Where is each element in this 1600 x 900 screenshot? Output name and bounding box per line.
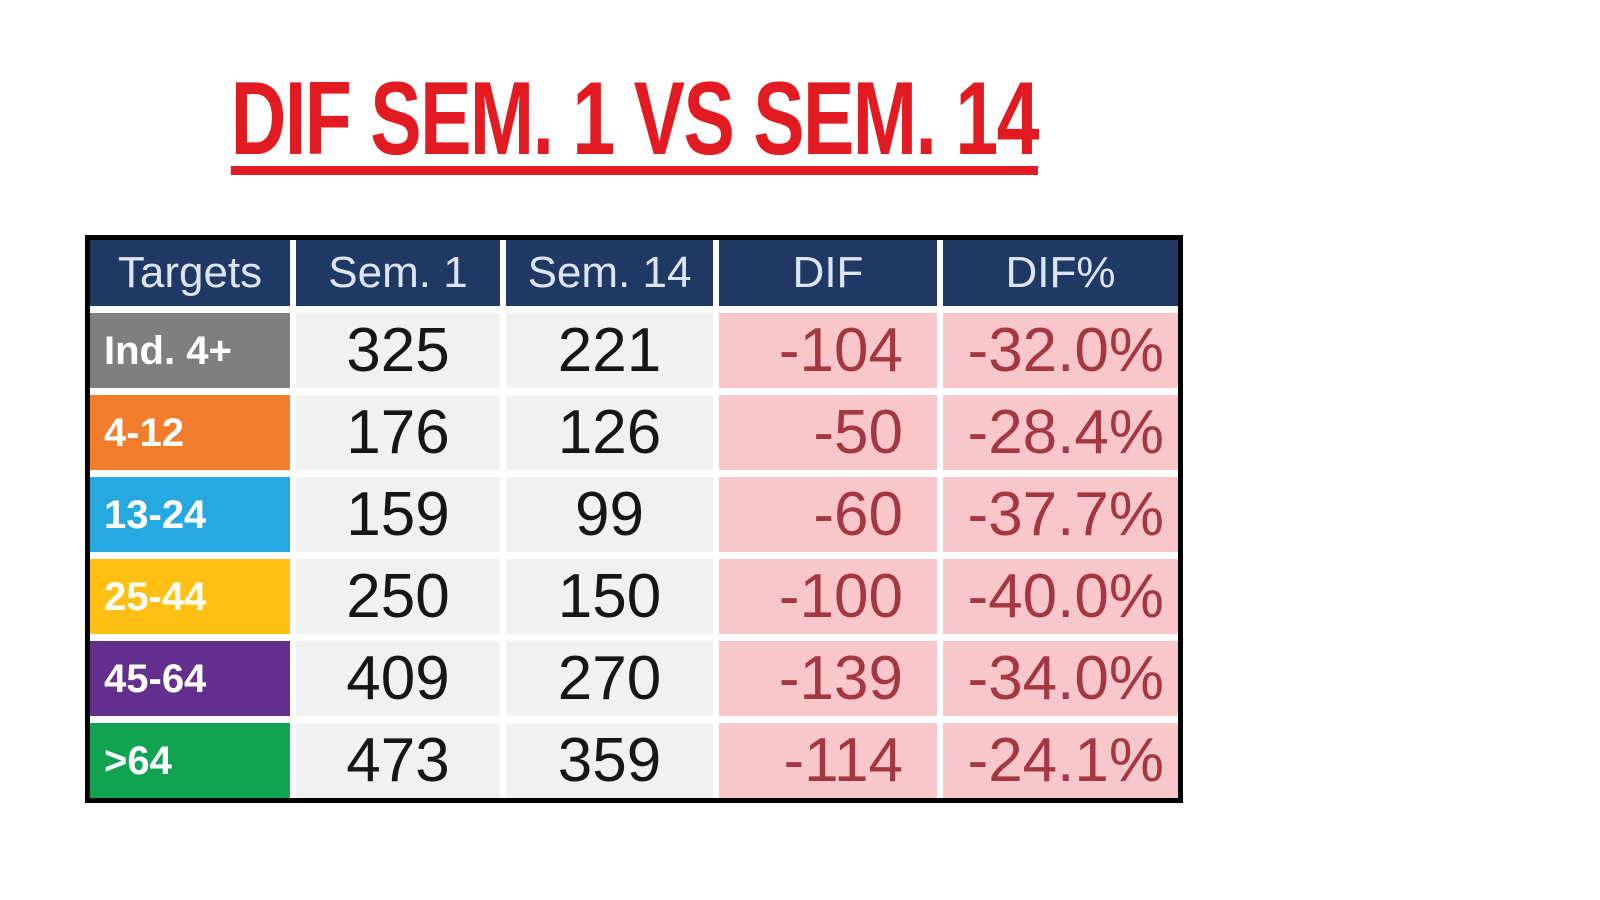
cell-gt64-dif: -114 [719, 723, 937, 798]
page-title: DIF SEM. 1 VS SEM. 14 [230, 61, 1039, 177]
header-sem14: Sem. 14 [506, 240, 713, 306]
header-sem1: Sem. 1 [296, 240, 500, 306]
header-dif: DIF [719, 240, 937, 306]
cell-13-24-dif: -60 [719, 477, 937, 552]
cell-ind4plus-sem1: 325 [296, 313, 500, 388]
row-label-25-44: 25-44 [90, 559, 290, 634]
header-targets: Targets [90, 240, 290, 306]
cell-45-64-dif: -139 [719, 641, 937, 716]
cell-gt64-difpct: -24.1% [943, 723, 1178, 798]
cell-4-12-sem1: 176 [296, 395, 500, 470]
row-label-45-64: 45-64 [90, 641, 290, 716]
cell-gt64-sem14: 359 [506, 723, 713, 798]
cell-13-24-difpct: -37.7% [943, 477, 1178, 552]
cell-4-12-difpct: -28.4% [943, 395, 1178, 470]
row-label-ind4plus: Ind. 4+ [90, 313, 290, 388]
cell-13-24-sem14: 99 [506, 477, 713, 552]
row-label-4-12: 4-12 [90, 395, 290, 470]
cell-45-64-sem14: 270 [506, 641, 713, 716]
cell-ind4plus-dif: -104 [719, 313, 937, 388]
cell-4-12-dif: -50 [719, 395, 937, 470]
cell-25-44-sem14: 150 [506, 559, 713, 634]
cell-45-64-sem1: 409 [296, 641, 500, 716]
cell-gt64-sem1: 473 [296, 723, 500, 798]
cell-25-44-difpct: -40.0% [943, 559, 1178, 634]
cell-25-44-sem1: 250 [296, 559, 500, 634]
cell-13-24-sem1: 159 [296, 477, 500, 552]
row-label-gt64: >64 [90, 723, 290, 798]
cell-25-44-dif: -100 [719, 559, 937, 634]
cell-4-12-sem14: 126 [506, 395, 713, 470]
row-label-13-24: 13-24 [90, 477, 290, 552]
cell-ind4plus-sem14: 221 [506, 313, 713, 388]
cell-45-64-difpct: -34.0% [943, 641, 1178, 716]
dif-table: Targets Sem. 1 Sem. 14 DIF DIF% Ind. 4+ … [85, 235, 1183, 803]
header-difpct: DIF% [943, 240, 1178, 306]
title-wrap: DIF SEM. 1 VS SEM. 14 [85, 61, 1183, 177]
cell-ind4plus-difpct: -32.0% [943, 313, 1178, 388]
